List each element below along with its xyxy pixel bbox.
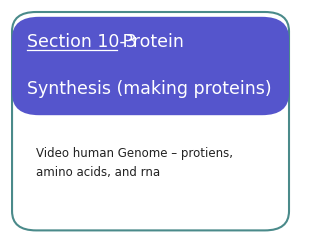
FancyBboxPatch shape	[12, 12, 289, 230]
FancyBboxPatch shape	[12, 17, 289, 115]
Text: Video human Genome – protiens,
amino acids, and rna: Video human Genome – protiens, amino aci…	[36, 147, 233, 179]
Text: Synthesis (making proteins): Synthesis (making proteins)	[27, 80, 272, 98]
Text: Protein: Protein	[117, 33, 184, 51]
Text: Section 10-3: Section 10-3	[27, 33, 137, 51]
